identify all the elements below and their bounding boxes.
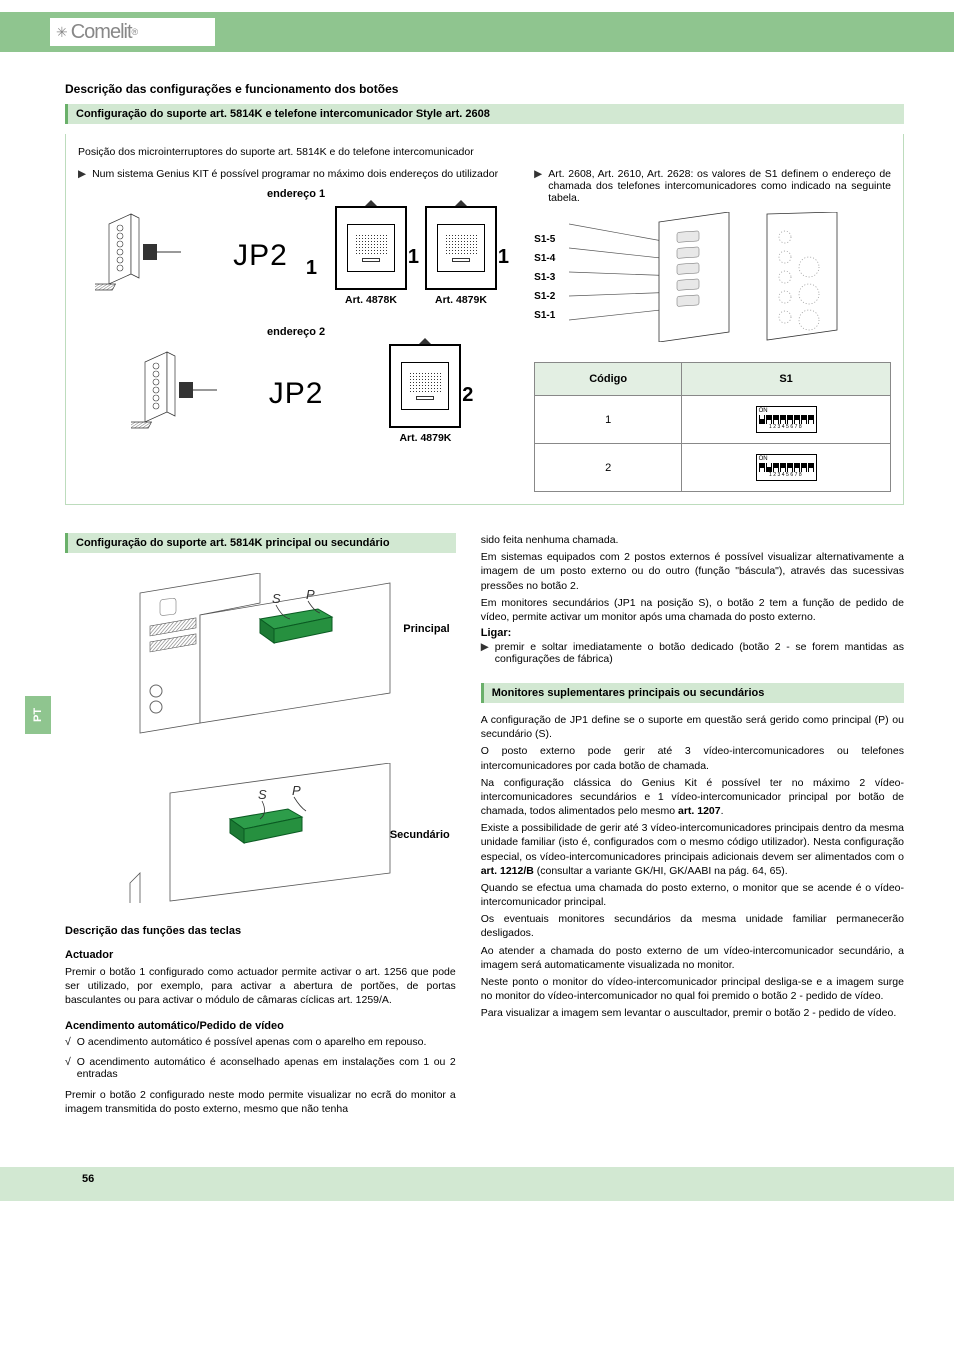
device-num-1: 1: [408, 246, 419, 269]
left-note: ▶ Num sistema Genius KIT é possível prog…: [78, 168, 514, 180]
sw-label: S1-5: [534, 234, 555, 245]
bullet-icon: ▶: [78, 168, 86, 180]
switch-board-svg: [569, 212, 849, 342]
principal-label: Principal: [403, 623, 449, 635]
table-row-dip: ON12345678: [682, 396, 891, 444]
art-4878k-label: Art. 4878K: [335, 294, 407, 306]
brand-logo: ✳ Comelit ®: [50, 18, 215, 46]
m-p4: Existe a possibilidade de gerir até 3 ví…: [481, 821, 904, 878]
footer: 56: [0, 1167, 954, 1201]
pcb-icon-2: [131, 344, 251, 444]
config-box: Posição dos microinterruptores do suport…: [65, 134, 904, 505]
device-num-1b: 1: [498, 246, 509, 269]
m-p7: Ao atender a chamada do posto externo de…: [481, 944, 904, 972]
secundario-figure: S P Secundário: [65, 753, 456, 913]
header-bar: ✳ Comelit ®: [0, 12, 954, 52]
page-number: 56: [82, 1173, 94, 1185]
address2-label: endereço 2: [78, 326, 514, 338]
table-row-dip: ON12345678: [682, 444, 891, 492]
r-p2: Em sistemas equipados com 2 postos exter…: [481, 550, 904, 593]
svg-text:S: S: [272, 591, 281, 606]
subsection-bar-2: Configuração do suporte art. 5814K princ…: [65, 533, 456, 553]
th-s1: S1: [682, 363, 891, 396]
address2-diagram: JP2 2 Art. 4879K: [78, 344, 514, 444]
address1-diagram: JP2 1 1 Art. 4878K: [78, 206, 514, 306]
bullet-icon-2: ▶: [534, 168, 542, 180]
m-p1: A configuração de JP1 define se o suport…: [481, 713, 904, 741]
ligar-bullet: ▶premir e soltar imediatamente o botão d…: [481, 641, 904, 665]
address1-label: endereço 1: [78, 188, 514, 200]
right-note: ▶ Art. 2608, Art. 2610, Art. 2628: os va…: [534, 168, 891, 204]
one-label: 1: [306, 257, 317, 280]
h-ligar: Ligar:: [481, 627, 904, 639]
m-p3: Na configuração clássica do Genius Kit é…: [481, 776, 904, 819]
th-codigo: Código: [535, 363, 682, 396]
jp2-label-2: JP2: [269, 377, 324, 411]
switch-diagram: S1-5 S1-4 S1-3 S1-2 S1-1: [534, 212, 891, 342]
h-actuador: Actuador: [65, 949, 456, 961]
sw-label: S1-2: [534, 291, 555, 302]
h-acend: Acendimento automático/Pedido de vídeo: [65, 1020, 456, 1032]
subsection-bar-3: Monitores suplementares principais ou se…: [481, 683, 904, 703]
svg-text:S: S: [258, 787, 267, 802]
sw-label: S1-4: [534, 253, 555, 264]
device-4878k: 1: [335, 206, 407, 290]
sw-label: S1-3: [534, 272, 555, 283]
section-title: Descrição das configurações e funcioname…: [65, 82, 904, 96]
device-num-2: 2: [462, 384, 473, 407]
art-4879k-label-a: Art. 4879K: [425, 294, 497, 306]
r-p1: sido feita nenhuma chamada.: [481, 533, 904, 547]
m-p2: O posto externo pode gerir até 3 vídeo-i…: [481, 744, 904, 772]
chk2: √O acendimento automático é aconselhado …: [65, 1056, 456, 1080]
pcb-icon: [95, 206, 215, 306]
code-table: Código S1 1ON123456782ON12345678: [534, 362, 891, 492]
table-row-code: 1: [535, 396, 682, 444]
chk1: √O acendimento automático é possível ape…: [65, 1036, 456, 1048]
m-p6: Os eventuais monitores secundários da me…: [481, 912, 904, 940]
r-p3: Em monitores secundários (JP1 na posição…: [481, 596, 904, 624]
p-actuador: Premir o botão 1 configurado como actuad…: [65, 965, 456, 1008]
sw-label: S1-1: [534, 310, 555, 321]
m-p9: Para visualizar a imagem sem levantar o …: [481, 1006, 904, 1020]
device-4879k-a: 1: [425, 206, 497, 290]
svg-text:P: P: [292, 783, 301, 798]
m-p8: Neste ponto o monitor do vídeo-intercomu…: [481, 975, 904, 1003]
device-4879k-b: 2: [389, 344, 461, 428]
p-acend2: Premir o botão 2 configurado neste modo …: [65, 1088, 456, 1116]
logo-icon: ✳: [56, 24, 67, 41]
svg-text:P: P: [306, 587, 315, 602]
secundario-label: Secundário: [390, 829, 450, 841]
art-4879k-label-b: Art. 4879K: [389, 432, 461, 444]
intro-text: Posição dos microinterruptores do suport…: [78, 146, 891, 158]
subsection-bar-1: Configuração do suporte art. 5814K e tel…: [65, 104, 904, 124]
m-p5: Quando se efectua uma chamada do posto e…: [481, 881, 904, 909]
table-row-code: 2: [535, 444, 682, 492]
h-funcoes: Descrição das funções das teclas: [65, 925, 456, 937]
jp2-label: JP2: [233, 239, 288, 273]
logo-text: Comelit: [71, 21, 132, 44]
principal-figure: S P Principal: [65, 563, 456, 753]
